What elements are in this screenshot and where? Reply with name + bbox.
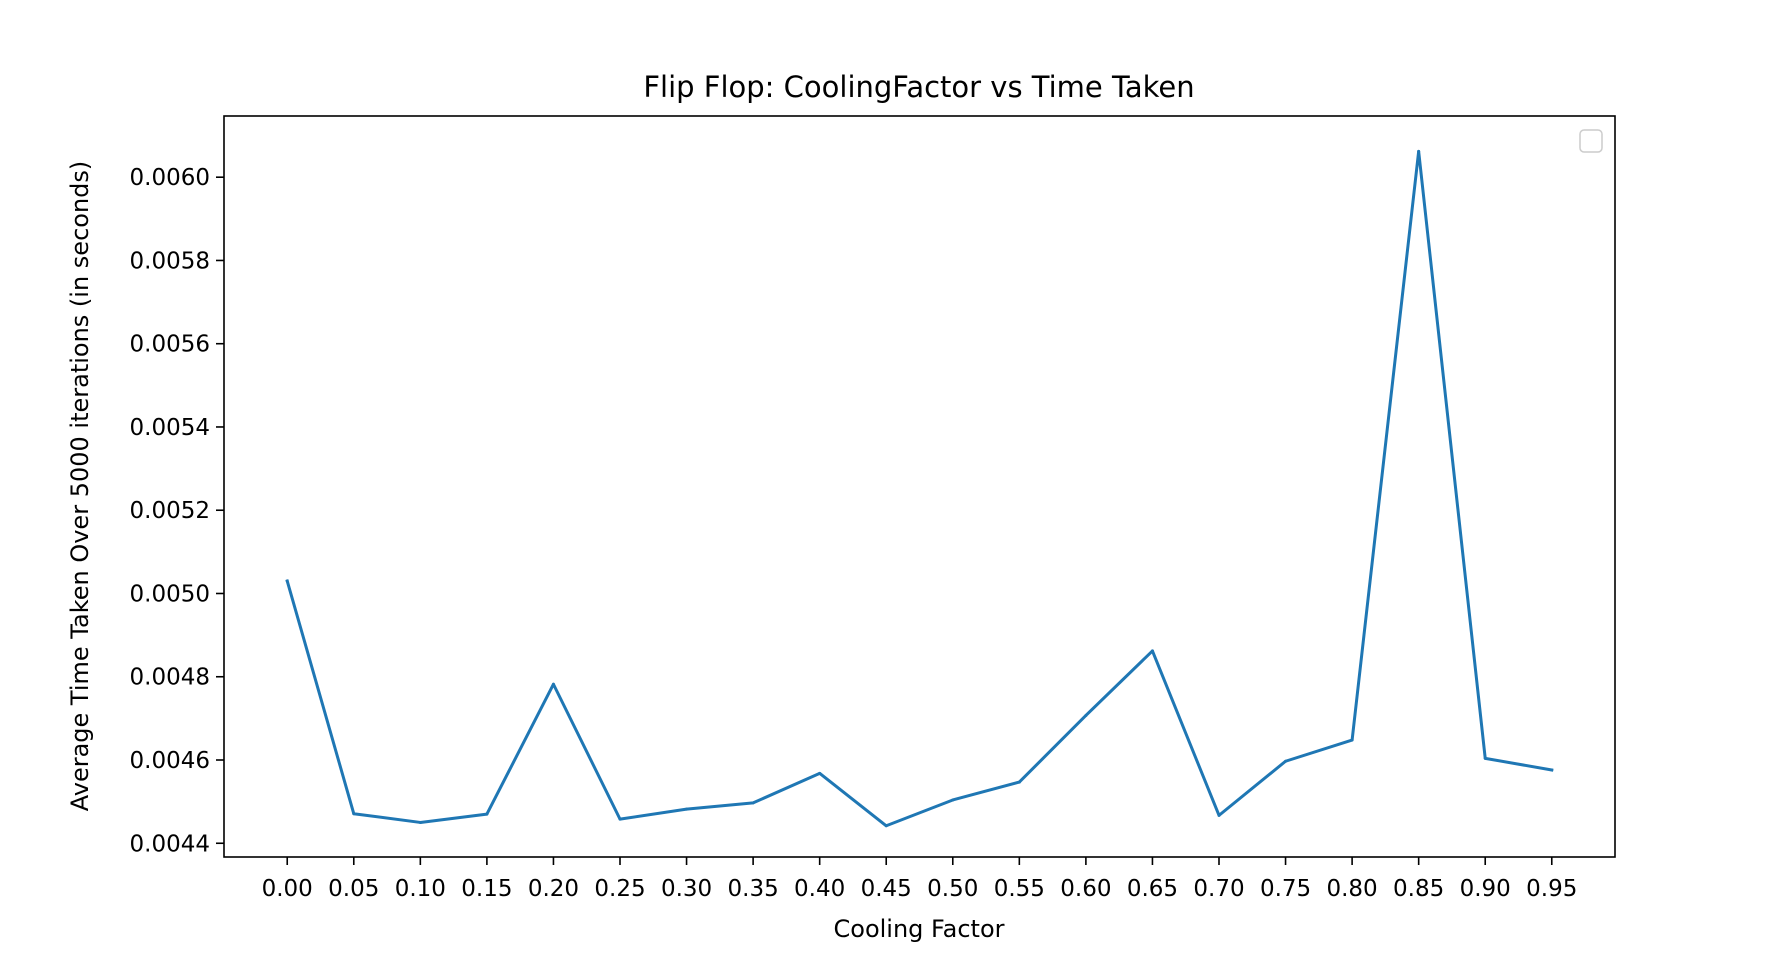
y-tick-label: 0.0044	[130, 831, 210, 857]
y-tick-label: 0.0052	[130, 498, 210, 524]
y-tick-label: 0.0046	[130, 748, 210, 774]
x-tick-label: 0.80	[1326, 876, 1377, 902]
x-tick-label: 0.10	[395, 876, 446, 902]
data-point	[818, 771, 822, 775]
x-tick-label: 0.35	[728, 876, 779, 902]
x-tick-label: 0.90	[1460, 876, 1511, 902]
data-point	[951, 798, 955, 802]
x-tick-label: 0.40	[794, 876, 845, 902]
y-tick-label: 0.0050	[130, 581, 210, 607]
data-point	[1084, 713, 1088, 717]
data-point	[884, 824, 888, 828]
data-point	[1284, 759, 1288, 763]
y-tick-label: 0.0054	[130, 415, 210, 441]
data-point	[751, 801, 755, 805]
data-point	[352, 812, 356, 816]
x-tick-label: 0.70	[1193, 876, 1244, 902]
x-tick-label: 0.60	[1060, 876, 1111, 902]
data-point	[1417, 149, 1421, 153]
data-point	[285, 579, 289, 583]
x-tick-label: 0.05	[328, 876, 379, 902]
y-tick-label: 0.0056	[130, 332, 210, 358]
y-axis: 0.0044 0.0046 0.0048 0.0050 0.0052 0.0054 0.00…	[130, 165, 224, 857]
data-point	[1483, 756, 1487, 760]
x-tick-label: 0.85	[1393, 876, 1444, 902]
data-point	[1550, 768, 1554, 772]
data-point	[418, 820, 422, 824]
series-line	[285, 149, 1554, 828]
x-tick-label: 0.45	[861, 876, 912, 902]
data-point	[1150, 649, 1154, 653]
x-tick-label: 0.50	[927, 876, 978, 902]
chart-title: Flip Flop: CoolingFactor vs Time Taken	[643, 70, 1194, 104]
y-tick-label: 0.0060	[130, 165, 210, 191]
plot-area-frame	[223, 115, 1616, 858]
y-tick-label: 0.0058	[130, 248, 210, 274]
x-tick-label: 0.75	[1260, 876, 1311, 902]
x-tick-label: 0.65	[1127, 876, 1178, 902]
data-point	[1217, 813, 1221, 817]
data-point	[1350, 738, 1354, 742]
x-tick-label: 0.55	[994, 876, 1045, 902]
data-layer	[285, 149, 1554, 828]
x-axis: 0.00 0.05 0.10 0.15 0.20 0.25 0.30 0.35 0.40 0.45…	[262, 857, 1577, 902]
data-point	[551, 682, 555, 686]
data-point	[485, 812, 489, 816]
x-tick-label: 0.00	[262, 876, 313, 902]
data-point	[685, 807, 689, 811]
y-tick-label: 0.0048	[130, 665, 210, 691]
empty-legend-box	[1579, 129, 1603, 153]
x-tick-label: 0.30	[661, 876, 712, 902]
x-tick-label: 0.15	[461, 876, 512, 902]
x-tick-label: 0.20	[528, 876, 579, 902]
data-point	[1017, 780, 1021, 784]
x-tick-label: 0.95	[1526, 876, 1577, 902]
x-axis-label: Cooling Factor	[834, 915, 1005, 943]
x-tick-label: 0.25	[594, 876, 645, 902]
data-point	[618, 817, 622, 821]
y-axis-label: Average Time Taken Over 5000 iterations …	[66, 161, 94, 812]
